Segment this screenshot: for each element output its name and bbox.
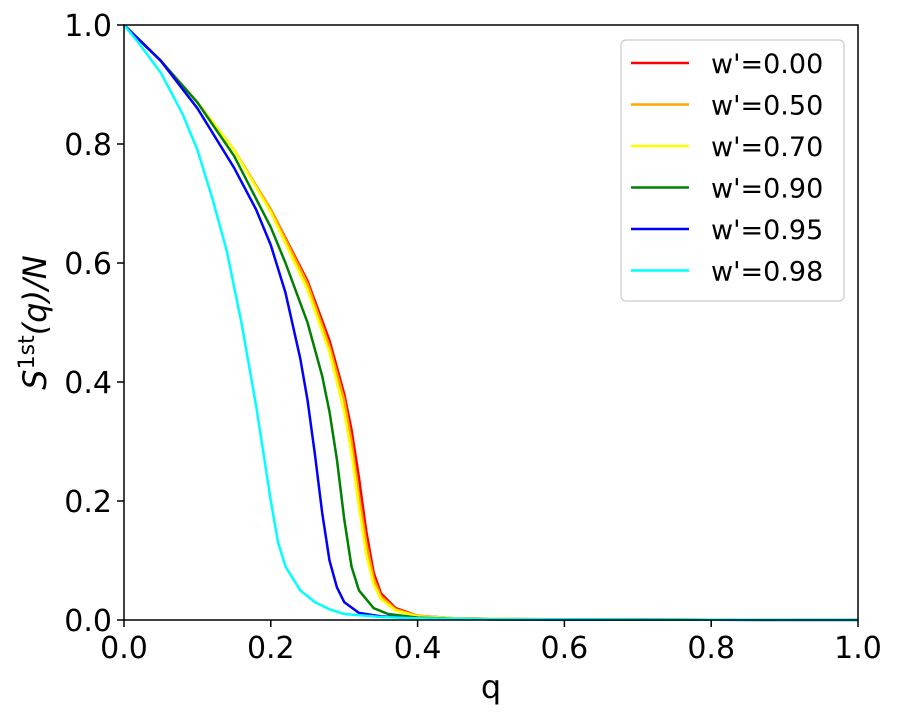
y-tick-label: 0.8	[64, 128, 112, 163]
x-tick-label: 0.2	[247, 631, 295, 666]
plot-frame	[123, 24, 859, 621]
y-tick-label: 0.6	[64, 247, 112, 282]
legend-label: w'=0.90	[711, 174, 823, 205]
y-tick-label: 1.0	[64, 9, 112, 44]
y-tick-label: 0.4	[64, 366, 112, 401]
y-axis-label-rest: (q)/N	[16, 255, 54, 335]
x-tick-label: 0.4	[394, 631, 442, 666]
legend-label: w'=0.98	[711, 257, 823, 288]
x-axis-label: q	[481, 668, 501, 706]
series-layer	[123, 24, 859, 622]
x-tick-label: 1.0	[834, 631, 882, 666]
x-tick-label: 0.0	[100, 631, 148, 666]
ticks-layer: 0.0 0.2 0.4 0.6 0.8 1.0 0.0 0.2 0.4 0.6 0.8 1.0	[64, 9, 882, 666]
legend: w'=0.00 w'=0.50 w'=0.70 w'=0.90 w'=0.95 w'=0.…	[620, 39, 845, 302]
y-tick-label: 0.2	[64, 485, 112, 520]
y-axis-label-sup: 1st	[15, 335, 40, 369]
legend-label: w'=0.50	[711, 91, 823, 122]
legend-label: w'=0.95	[711, 215, 823, 246]
legend-label: w'=0.00	[711, 49, 823, 80]
y-tick-label: 0.0	[64, 604, 112, 639]
y-axis-label-base: S	[16, 369, 54, 389]
x-tick-label: 0.8	[687, 631, 735, 666]
series-line-5	[123, 24, 859, 622]
x-tick-label: 0.6	[541, 631, 589, 666]
legend-label: w'=0.70	[711, 132, 823, 163]
y-axis-label: S1st(q)/N	[15, 255, 54, 389]
